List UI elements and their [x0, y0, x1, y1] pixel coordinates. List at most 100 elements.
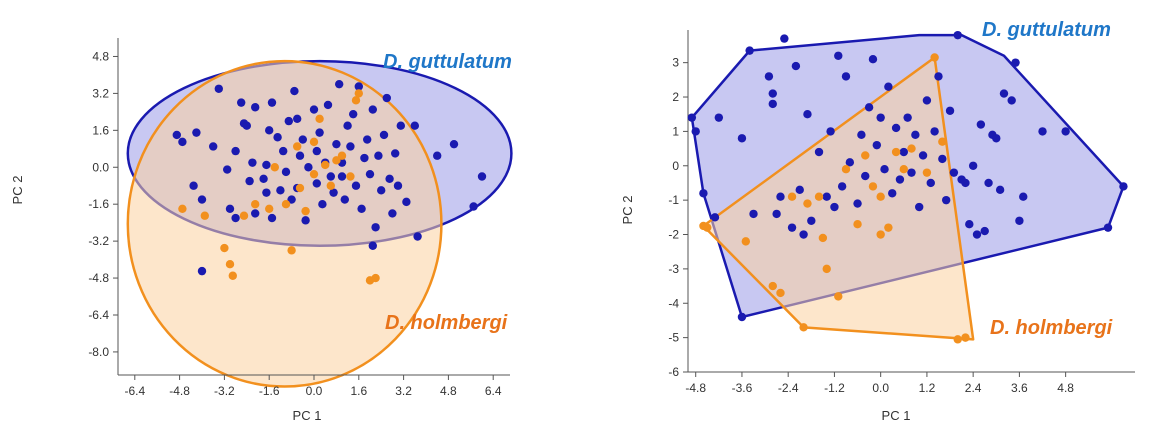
data-point-dguttulatum — [449, 139, 459, 149]
data-point-dguttulatum — [178, 137, 187, 147]
data-point-dguttulatum — [880, 165, 889, 174]
data-point-dholmbergi — [371, 273, 380, 283]
x-axis-title: PC 1 — [882, 408, 911, 423]
data-point-dholmbergi — [841, 165, 851, 174]
data-point-dguttulatum — [410, 121, 419, 130]
y-tick-label: -3.2 — [88, 234, 109, 248]
y-tick-label: -1.6 — [88, 197, 109, 211]
x-tick-label: -6.4 — [124, 384, 145, 398]
data-point-dguttulatum — [745, 46, 754, 55]
data-point-dguttulatum — [315, 128, 324, 137]
y-axis-title: PC 2 — [10, 176, 25, 205]
series-label-dguttulatum: D. guttulatum — [982, 19, 1111, 41]
data-point-dguttulatum — [891, 123, 901, 133]
data-point-dguttulatum — [231, 146, 240, 156]
data-point-dguttulatum — [312, 179, 321, 188]
data-point-dguttulatum — [949, 168, 959, 177]
data-point-dguttulatum — [999, 89, 1009, 98]
data-point-dguttulatum — [197, 266, 207, 276]
data-point-dholmbergi — [337, 151, 347, 160]
data-point-dguttulatum — [1038, 127, 1047, 136]
x-tick-label: -4.8 — [169, 384, 190, 398]
x-axis-title: PC 1 — [293, 408, 322, 423]
data-point-dguttulatum — [391, 149, 400, 158]
chart-left-ellipse-pca: -6.4 -4.8 -3.2 -1.6 0.0 1.6 3.2 4.8 6.4 4.8 3.2 1.6… — [10, 38, 513, 423]
y-tick-label: -4 — [668, 296, 679, 310]
data-point-dholmbergi — [799, 323, 808, 332]
data-point-dholmbergi — [265, 204, 274, 214]
y-tick-label: -4.8 — [88, 271, 109, 285]
data-point-dguttulatum — [192, 128, 201, 137]
data-point-dguttulatum — [903, 113, 912, 122]
data-point-dguttulatum — [349, 109, 358, 119]
data-point-dholmbergi — [332, 156, 341, 165]
data-point-dholmbergi — [178, 204, 187, 214]
x-tick-label: 4.8 — [440, 384, 457, 398]
x-tick-label: 0.0 — [872, 381, 889, 395]
data-point-dguttulatum — [469, 202, 478, 211]
data-point-dholmbergi — [293, 142, 302, 151]
data-point-dguttulatum — [814, 147, 824, 157]
data-point-dguttulatum — [972, 230, 982, 239]
data-point-dholmbergi — [326, 181, 335, 190]
data-point-dguttulatum — [251, 209, 260, 218]
data-point-dguttulatum — [290, 86, 299, 96]
data-point-dguttulatum — [995, 185, 1005, 195]
data-point-dguttulatum — [837, 182, 847, 191]
data-point-dholmbergi — [220, 243, 229, 253]
data-point-dholmbergi — [287, 246, 296, 255]
data-point-dguttulatum — [301, 216, 310, 225]
convex-hull-dholmbergi — [702, 56, 975, 341]
series-label-dholmbergi: D. holmbergi — [385, 312, 508, 334]
data-point-dholmbergi — [251, 199, 260, 209]
data-point-dguttulatum — [918, 151, 928, 160]
y-tick-label: 3 — [672, 56, 679, 70]
data-point-dguttulatum — [214, 84, 223, 93]
data-point-dguttulatum — [293, 114, 302, 123]
data-point-dguttulatum — [764, 72, 774, 81]
data-point-dguttulatum — [413, 232, 422, 241]
data-point-dholmbergi — [818, 233, 828, 243]
data-point-dholmbergi — [787, 192, 797, 201]
data-point-dguttulatum — [907, 168, 916, 177]
data-point-dguttulatum — [710, 213, 720, 222]
data-point-dguttulatum — [984, 178, 993, 188]
data-point-dholmbergi — [922, 168, 932, 177]
data-point-dguttulatum — [899, 147, 908, 157]
data-point-dguttulatum — [1103, 223, 1113, 232]
data-point-dguttulatum — [265, 126, 274, 135]
data-point-dguttulatum — [329, 188, 338, 197]
data-point-dguttulatum — [323, 100, 333, 110]
data-point-dguttulatum — [853, 199, 862, 208]
data-point-dguttulatum — [868, 55, 878, 64]
data-point-dholmbergi — [907, 144, 916, 153]
data-point-dguttulatum — [225, 204, 235, 214]
data-point-dguttulatum — [273, 133, 282, 142]
y-axis-title: PC 2 — [620, 196, 635, 225]
data-point-dholmbergi — [354, 89, 363, 98]
data-point-dguttulatum — [298, 135, 307, 144]
data-point-dguttulatum — [1019, 192, 1028, 201]
data-point-dguttulatum — [795, 185, 804, 195]
data-point-dholmbergi — [961, 333, 970, 342]
data-point-dguttulatum — [371, 223, 380, 232]
data-point-dholmbergi — [768, 281, 777, 291]
data-point-dguttulatum — [941, 195, 951, 205]
data-point-dholmbergi — [938, 137, 947, 146]
data-point-dguttulatum — [318, 199, 327, 209]
data-point-dguttulatum — [772, 209, 781, 219]
data-point-dguttulatum — [368, 105, 377, 114]
data-point-dguttulatum — [915, 202, 924, 212]
data-point-dholmbergi — [822, 264, 831, 274]
y-tick-label: -8.0 — [88, 345, 109, 359]
data-point-dguttulatum — [368, 241, 377, 250]
data-point-dguttulatum — [393, 181, 403, 190]
x-tick-label: 4.8 — [1057, 381, 1074, 395]
data-point-dguttulatum — [357, 204, 366, 214]
data-point-dguttulatum — [267, 213, 277, 223]
data-point-dguttulatum — [1119, 182, 1128, 191]
data-point-dguttulatum — [276, 186, 285, 195]
data-point-dguttulatum — [992, 134, 1001, 143]
data-point-dholmbergi — [899, 165, 908, 174]
data-point-dholmbergi — [309, 137, 319, 147]
